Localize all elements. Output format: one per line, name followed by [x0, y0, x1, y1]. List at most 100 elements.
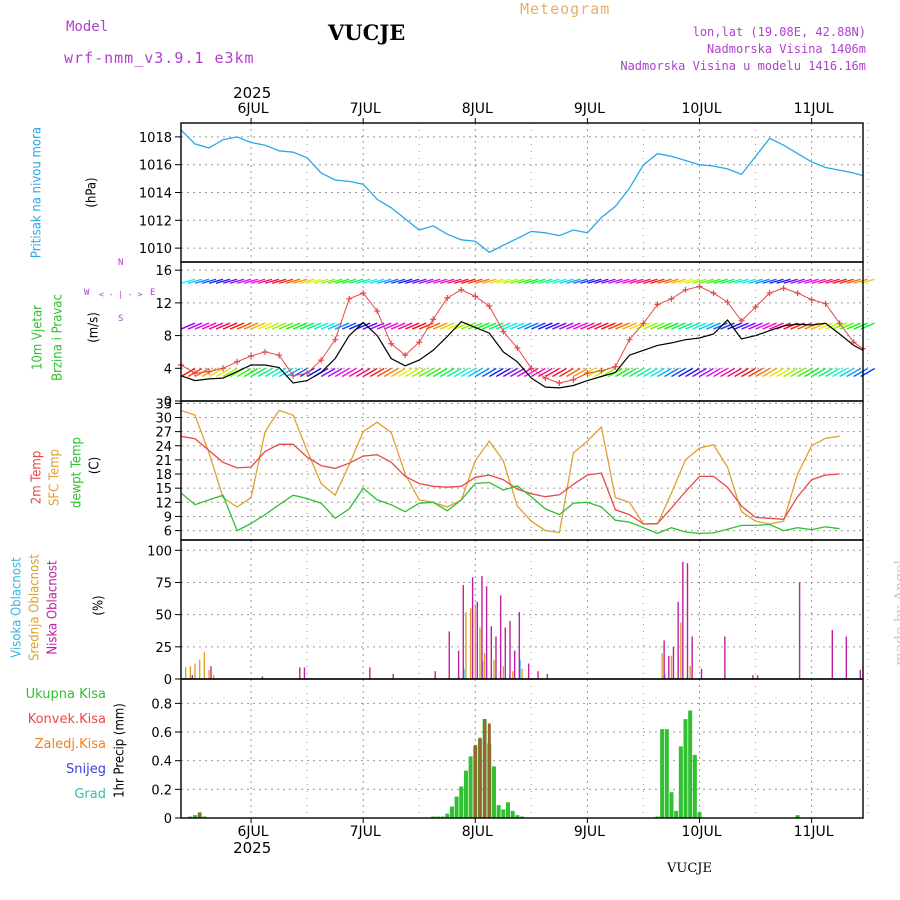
day-label-top: 9JUL — [574, 101, 605, 117]
rain-bar — [193, 815, 198, 818]
wind-arrow — [769, 322, 784, 330]
wind-arrow — [313, 322, 329, 330]
wind-arrow — [573, 367, 588, 378]
wind-arrow — [531, 322, 546, 330]
wind-arrow — [327, 367, 343, 378]
wind-arrow — [208, 367, 224, 378]
compass-w: W — [84, 288, 90, 298]
wind-arrow — [601, 322, 616, 330]
wind-arrow — [692, 367, 707, 378]
wind-arrow — [552, 322, 567, 330]
wind-arrow — [264, 367, 280, 378]
wind-arrow — [622, 367, 637, 378]
wind-arrow — [671, 278, 686, 284]
wind-arrow — [566, 278, 581, 284]
wind-arrow — [636, 367, 651, 378]
wind-arrow — [776, 367, 791, 378]
wind-arrow — [776, 278, 791, 284]
wind-arrow — [853, 278, 868, 284]
wind-arrow — [384, 278, 399, 284]
wind-arrow — [573, 278, 588, 284]
wind-arrow — [734, 278, 749, 284]
rain-bar — [435, 816, 440, 818]
wind-arrow — [748, 322, 763, 330]
wind-arrow — [839, 322, 854, 330]
ytick-label: 30 — [155, 411, 172, 426]
ytick-label: 1012 — [139, 214, 172, 229]
ytick-label: 25 — [155, 641, 172, 656]
wind-arrow — [804, 367, 819, 378]
wind-arrow — [678, 322, 693, 330]
wind-arrow — [517, 278, 532, 284]
rain-bar — [468, 756, 473, 818]
wind-arrow — [334, 278, 350, 284]
day-label-top: 6JUL — [238, 101, 269, 117]
wind-arrow — [481, 367, 497, 378]
wind-arrow — [748, 278, 763, 284]
ytick-label: 6 — [164, 525, 172, 540]
wind-arrow — [762, 367, 777, 378]
wind-arrow — [531, 278, 546, 284]
wind-arrow — [664, 367, 679, 378]
gust-marker — [640, 320, 647, 327]
ytick-label: 27 — [155, 426, 172, 441]
gust-marker — [682, 286, 689, 293]
rain-bar — [688, 710, 693, 818]
wind-arrow — [580, 278, 595, 284]
panel-frame — [180, 539, 864, 680]
wind-arrow — [299, 322, 315, 330]
wind-arrow — [243, 367, 259, 378]
wind-arrow — [425, 322, 441, 330]
wind-arrow — [194, 278, 210, 284]
station-title: VUCJE — [328, 20, 406, 45]
wind-arrow — [229, 322, 245, 330]
rain-bar — [683, 719, 688, 818]
ytick-label: 0.2 — [151, 783, 172, 798]
gust-marker — [486, 303, 493, 310]
wind-arrow — [762, 278, 777, 284]
rain-bar — [669, 792, 674, 818]
wind-arrow — [839, 278, 854, 284]
wind-arrow — [285, 322, 301, 330]
wind-arrow — [271, 367, 287, 378]
rain-bar — [510, 810, 515, 818]
wind-arrow — [727, 278, 742, 284]
wind-arrow — [222, 367, 238, 378]
gust-marker — [192, 370, 199, 377]
wind-arrow — [334, 367, 350, 378]
ytick-label: 33 — [155, 397, 172, 412]
wind-arrow — [425, 367, 441, 378]
ytick-label: 12 — [155, 496, 172, 511]
wind-arrow — [383, 367, 399, 378]
wind-arrow — [439, 367, 455, 378]
wind-arrow — [426, 278, 441, 284]
wind-arrow — [559, 322, 574, 330]
wind-arrow — [187, 322, 203, 330]
wind-arrow — [454, 278, 469, 284]
wind-arrow — [650, 367, 665, 378]
wind-arrow — [215, 367, 231, 378]
rain-bar — [496, 805, 501, 818]
wind-arrow — [236, 278, 252, 284]
rain-bar — [674, 810, 679, 818]
wind-arrow — [741, 278, 756, 284]
gust-marker — [220, 365, 227, 372]
wind-arrow — [475, 278, 490, 284]
wind-arrow — [320, 367, 336, 378]
gust-marker — [444, 294, 451, 301]
wind-arrow — [552, 367, 567, 378]
wind-arrow — [496, 322, 511, 330]
day-label-bottom: 11JUL — [794, 824, 834, 840]
wind-arrow — [825, 367, 840, 378]
rain-bar — [795, 815, 800, 818]
gust-marker — [696, 283, 703, 290]
wind-arrow — [348, 278, 364, 284]
rain-bar — [692, 754, 697, 818]
gust-marker — [528, 365, 535, 372]
wind-arrow — [545, 367, 560, 378]
wind-arrow — [503, 322, 518, 330]
gust-marker — [374, 308, 381, 315]
wind-arrow — [405, 278, 420, 284]
wind-arrow — [222, 322, 238, 330]
